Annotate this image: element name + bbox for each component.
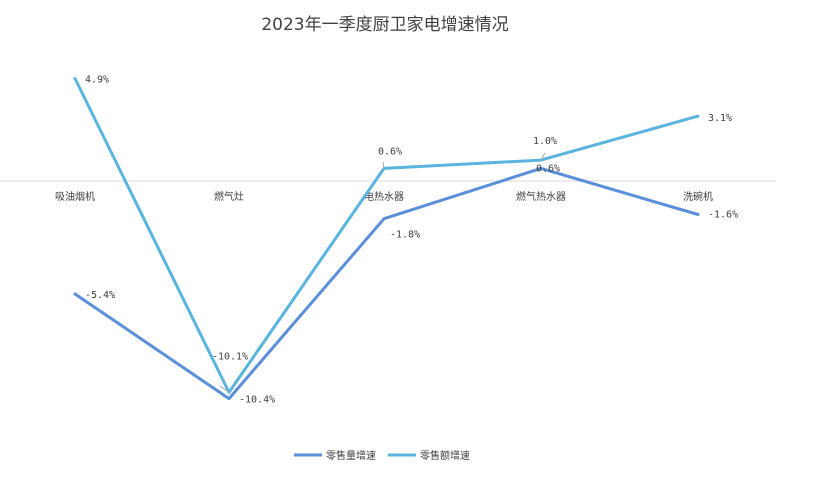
leader-line: [382, 161, 385, 169]
data-label: 4.9%: [85, 74, 109, 85]
leader-lines: [219, 152, 546, 393]
data-label: 3.1%: [708, 113, 732, 124]
data-label: -1.6%: [708, 209, 738, 220]
series-line-1: [73, 77, 700, 394]
category-label: 燃气热水器: [516, 190, 566, 203]
chart-title: 2023年一季度厨卫家电增速情况: [261, 15, 508, 35]
leader-line: [540, 152, 546, 161]
data-label: 0.6%: [378, 146, 402, 157]
data-label: -10.4%: [239, 395, 275, 406]
data-label: -5.4%: [85, 290, 115, 301]
leader-line: [219, 385, 230, 393]
category-labels: 吸油烟机 燃气灶 电热水器 燃气热水器 洗碗机: [55, 190, 713, 203]
legend-label: 零售量增速: [326, 449, 376, 462]
series-lines: [73, 77, 700, 401]
data-label: 1.0%: [533, 136, 557, 147]
category-label: 洗碗机: [683, 190, 713, 203]
data-labels: -5.4% -10.4% -1.8% 0.6% -1.6% 4.9% -10.1% 0.6% 1…: [85, 74, 738, 405]
legend-label: 零售额增速: [420, 449, 470, 462]
legend: 零售量增速 零售额增速: [294, 449, 470, 462]
category-label: 燃气灶: [214, 190, 244, 203]
series-line-0: [73, 166, 700, 401]
data-label: -1.8%: [390, 230, 420, 241]
category-label: 吸油烟机: [55, 190, 95, 203]
category-label: 电热水器: [364, 190, 404, 203]
data-label: 0.6%: [536, 163, 560, 174]
data-label: -10.1%: [212, 351, 248, 362]
